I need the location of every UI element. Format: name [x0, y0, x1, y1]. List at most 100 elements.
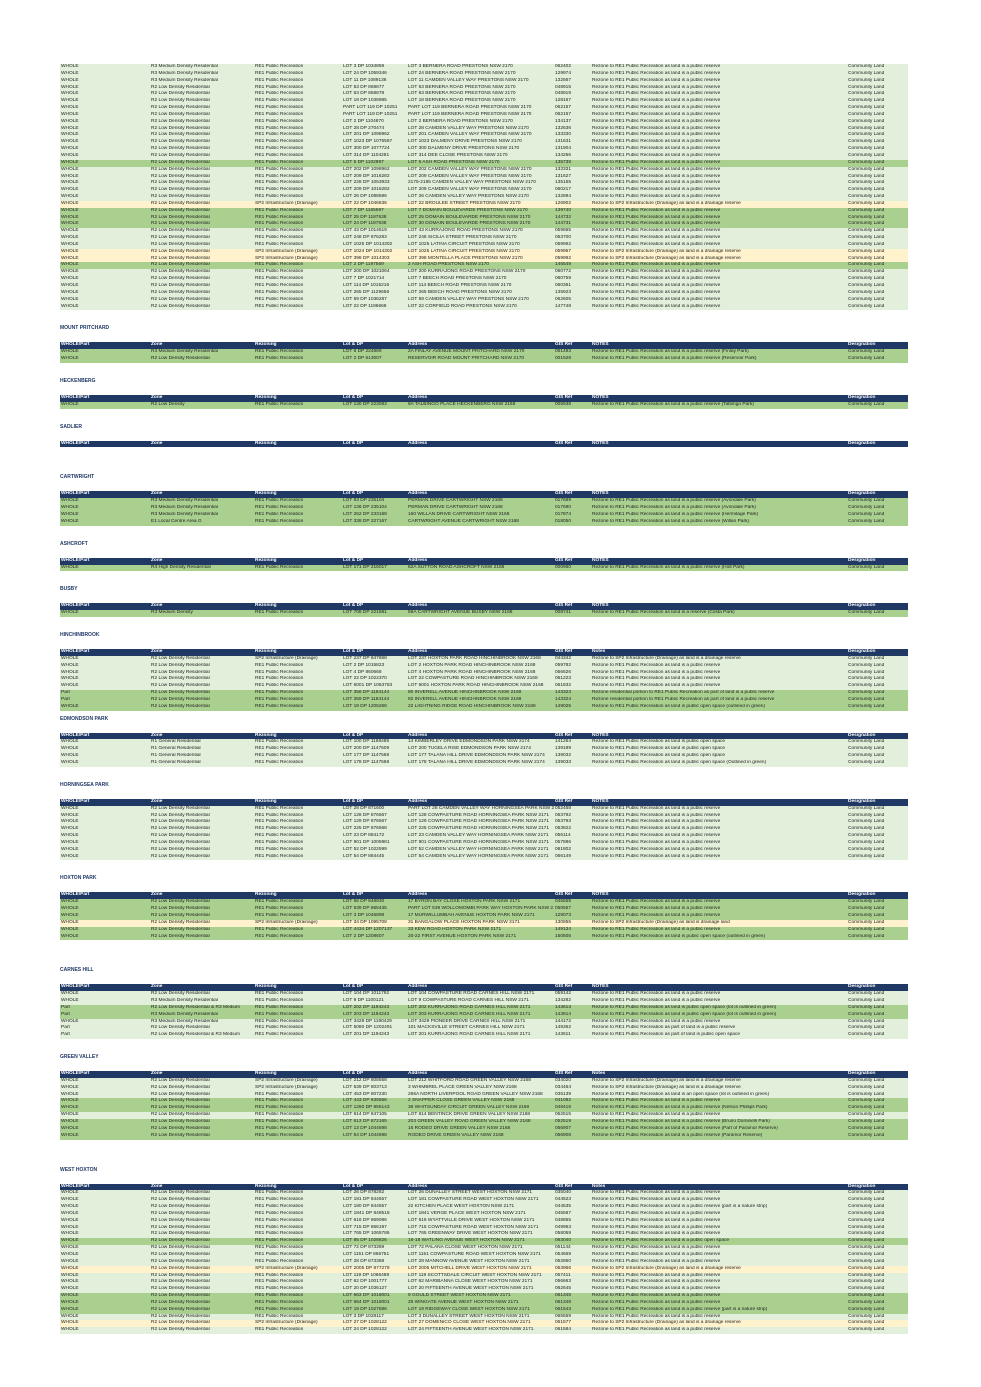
table-cell: Community Land	[847, 1125, 908, 1133]
table-cell: 065559	[554, 1313, 591, 1321]
table-cell: PART LOT 119 BERNERA ROAD PRESTONS NSW 2…	[407, 105, 554, 112]
table-cell: Rezone residential portion to RE1 Public…	[591, 690, 847, 697]
table-cell: Rezone to RE1 Public Recreation as land …	[591, 139, 847, 147]
table-cell: WHOLE	[60, 1112, 150, 1119]
table-cell: WHOLE	[60, 805, 150, 813]
table-header-row: WHOLE/Part Zone Rezoning Lot & DP Address GIS…	[60, 1071, 908, 1078]
column-header: Address	[407, 394, 554, 402]
table-cell: LOT 24 DP 1028122	[342, 1327, 407, 1335]
table-cell: Rezone residential portion to RE1 Public…	[591, 696, 847, 704]
table-row: WHOLE R2 Low Density Residential RE1 Publi…	[60, 125, 908, 133]
table-cell: Rezone to RE1 Public Recreation as land …	[591, 1098, 847, 1106]
table-row: WHOLE R2 Low Density Residential RE1 Publi…	[60, 166, 908, 174]
table-cell: RE1 Public Recreation	[254, 1327, 342, 1335]
table-cell: LOT 2 BERNERA ROAD PRESTONS NSW 2170	[407, 118, 554, 126]
column-header: GIS Ref	[554, 649, 591, 656]
table-cell: 8A TALBINGO PLACE HECKENBERG NSW 2168	[407, 401, 554, 409]
table-cell: 061832	[554, 683, 591, 691]
column-header: WHOLE/Part	[60, 1183, 150, 1191]
table-row: WHOLE R2 Low Density Residential RE1 Publi…	[60, 111, 908, 119]
table-row: WHOLE R2 Low Density Residential RE1 Publi…	[60, 159, 908, 167]
column-header: NOTES	[591, 798, 847, 806]
table-row: WHOLE R2 Low Density Residential RE1 Publi…	[60, 1251, 908, 1259]
table-row: WHOLE R2 Low Density Residential RE1 Publi…	[60, 669, 908, 677]
table-cell: RE1 Public Recreation	[254, 262, 342, 270]
table-cell: 129073	[554, 912, 591, 920]
table-cell: R3 Medium Density Residential	[150, 349, 254, 357]
table-cell: LOT 53 DP 868877	[342, 84, 407, 92]
table-cell: 017690	[554, 505, 591, 512]
table-cell: LOT 443 DP 835556	[342, 1098, 407, 1106]
table-cell: LOT 3429 DP 1190429	[342, 1018, 407, 1026]
table-row: WHOLE R2 Low Density Residential RE1 Publi…	[60, 933, 908, 941]
column-header: Designation	[847, 603, 908, 611]
table-cell: RE1 Public Recreation	[254, 676, 342, 684]
table-cell: Rezone to RE1 Public Recreation as land …	[591, 296, 847, 304]
table-cell: 001528	[554, 356, 591, 363]
table-cell: WHOLE	[60, 746, 150, 754]
table-cell: Community Land	[847, 356, 908, 363]
table-cell: 36 WHITSUNDAY CIRCUIT GREEN VALLEY NSW 2…	[407, 1105, 554, 1113]
table-cell: LOT 7 DOMAIN BOULEVARDE PRESTONS NSW 217…	[407, 207, 554, 215]
table-cell: RE1 Public Recreation	[254, 926, 342, 934]
column-header: WHOLE/Part	[60, 603, 150, 611]
table-cell: LOT 2 DP 513007	[342, 356, 407, 363]
table-cell: WHOLE	[60, 235, 150, 242]
table-cell: Rezone to RE1 Public Recreation as land …	[591, 1112, 847, 1119]
table-cell: R2 Low Density Residential	[150, 1279, 254, 1287]
table-cell: LOT 225 DP 876568	[342, 826, 407, 834]
table-cell: LOT 201 DP 1098962	[342, 132, 407, 140]
table-cell: Rezone to RE1 Public Recreation as land …	[591, 833, 847, 840]
table-row: WHOLE R2 Low Density Residential RE1 Publi…	[60, 1279, 908, 1287]
table-cell: 035040	[554, 1190, 591, 1198]
table-cell: RE1 Public Recreation	[254, 91, 342, 99]
table-cell: WHOLE	[60, 289, 150, 297]
table-cell: LOT 4434 DP 1207137	[342, 926, 407, 934]
table-cell: RE1 Public Recreation	[254, 105, 342, 112]
table-cell: Rezone to RE1 Public Recreation as land …	[591, 998, 847, 1005]
table-cell: LOT 24 FIFTEENTH AVENUE WEST HOXTON NSW …	[407, 1327, 554, 1335]
table-cell: Rezone to RE1 Public Recreation as land …	[591, 505, 847, 512]
table-cell: Community Land	[847, 1084, 908, 1092]
column-header: GIS Ref	[554, 603, 591, 611]
table-row: WHOLE R2 Low Density Residential RE1 Publi…	[60, 1299, 908, 1307]
table-row: WHOLE R3 Medium Density Residential RE1 Pu…	[60, 1018, 908, 1026]
table-cell: PERMAN DRIVE CARTWRIGHT NSW 2168	[407, 505, 554, 512]
table-cell: 149134	[554, 926, 591, 934]
table-cell: WHOLE	[60, 1279, 150, 1287]
table-cell: WHOLE	[60, 91, 150, 99]
column-header: Rezoning	[254, 1071, 342, 1078]
table-cell: R2 Low Density Residential	[150, 262, 254, 270]
table-cell: R1 General Residential	[150, 760, 254, 767]
table-cell: LOT 25 DOMAIN BOULEVARDE PRESTONS NSW 21…	[407, 214, 554, 222]
table-cell: WHOLE	[60, 1224, 150, 1232]
table-cell: WHOLE	[60, 819, 150, 827]
table-cell: Rezone to RE1 Public Recreation as land …	[591, 70, 847, 78]
table-cell: LOT 181 COWPASTURE ROAD WEST HOXTON NSW …	[407, 1197, 554, 1205]
table-cell: Community Land	[847, 919, 908, 927]
table-cell: WHOLE	[60, 703, 150, 711]
table-cell: LOT 59 DP 1036287	[342, 296, 407, 304]
table-cell: 057411	[554, 1272, 591, 1280]
table-cell: R2 Low Density Residential	[150, 173, 254, 181]
schedule-table: WHOLE/Part Zone Rezoning Lot & DP Address GIS…	[60, 394, 908, 409]
table-cell: RE1 Public Recreation	[254, 1306, 342, 1314]
table-row: WHOLE R2 Low Density Residential RE1 Publi…	[60, 991, 908, 999]
table-row: WHOLE R2 Low Density Residential RE1 Publi…	[60, 1112, 908, 1119]
section-sadlier: SADLIER WHOLE/Part Zone Rezoning Lot & DP Add…	[60, 423, 908, 448]
table-cell: Community Land	[847, 1217, 908, 1225]
table-cell: R2 Low Density Residential	[150, 235, 254, 242]
table-cell: Rezone to RE1 Public Recreation as part …	[591, 1032, 847, 1040]
table-cell: LOT 18 DP 1038985	[342, 98, 407, 106]
schedule-table: WHOLE/Part Zone Rezoning Lot & DP Address GIS…	[60, 892, 908, 941]
column-header: GIS Ref	[554, 1183, 591, 1191]
table-cell: RE1 Public Recreation	[254, 1011, 342, 1019]
table-cell: RE1 Public Recreation	[254, 1231, 342, 1239]
table-cell: Rezone to RE1 Public Recreation as land …	[591, 564, 847, 572]
table-cell: Rezone to RE1 Public Recreation as land …	[591, 1190, 847, 1198]
table-cell: WHOLE	[60, 125, 150, 133]
table-cell: R2 Low Density Residential	[150, 991, 254, 999]
column-header: Zone	[150, 798, 254, 806]
table-cell: RE1 Public Recreation	[254, 998, 342, 1005]
table-cell: LOT 201 KURRAJONG ROAD CARNES HILL NSW 2…	[407, 1032, 554, 1040]
